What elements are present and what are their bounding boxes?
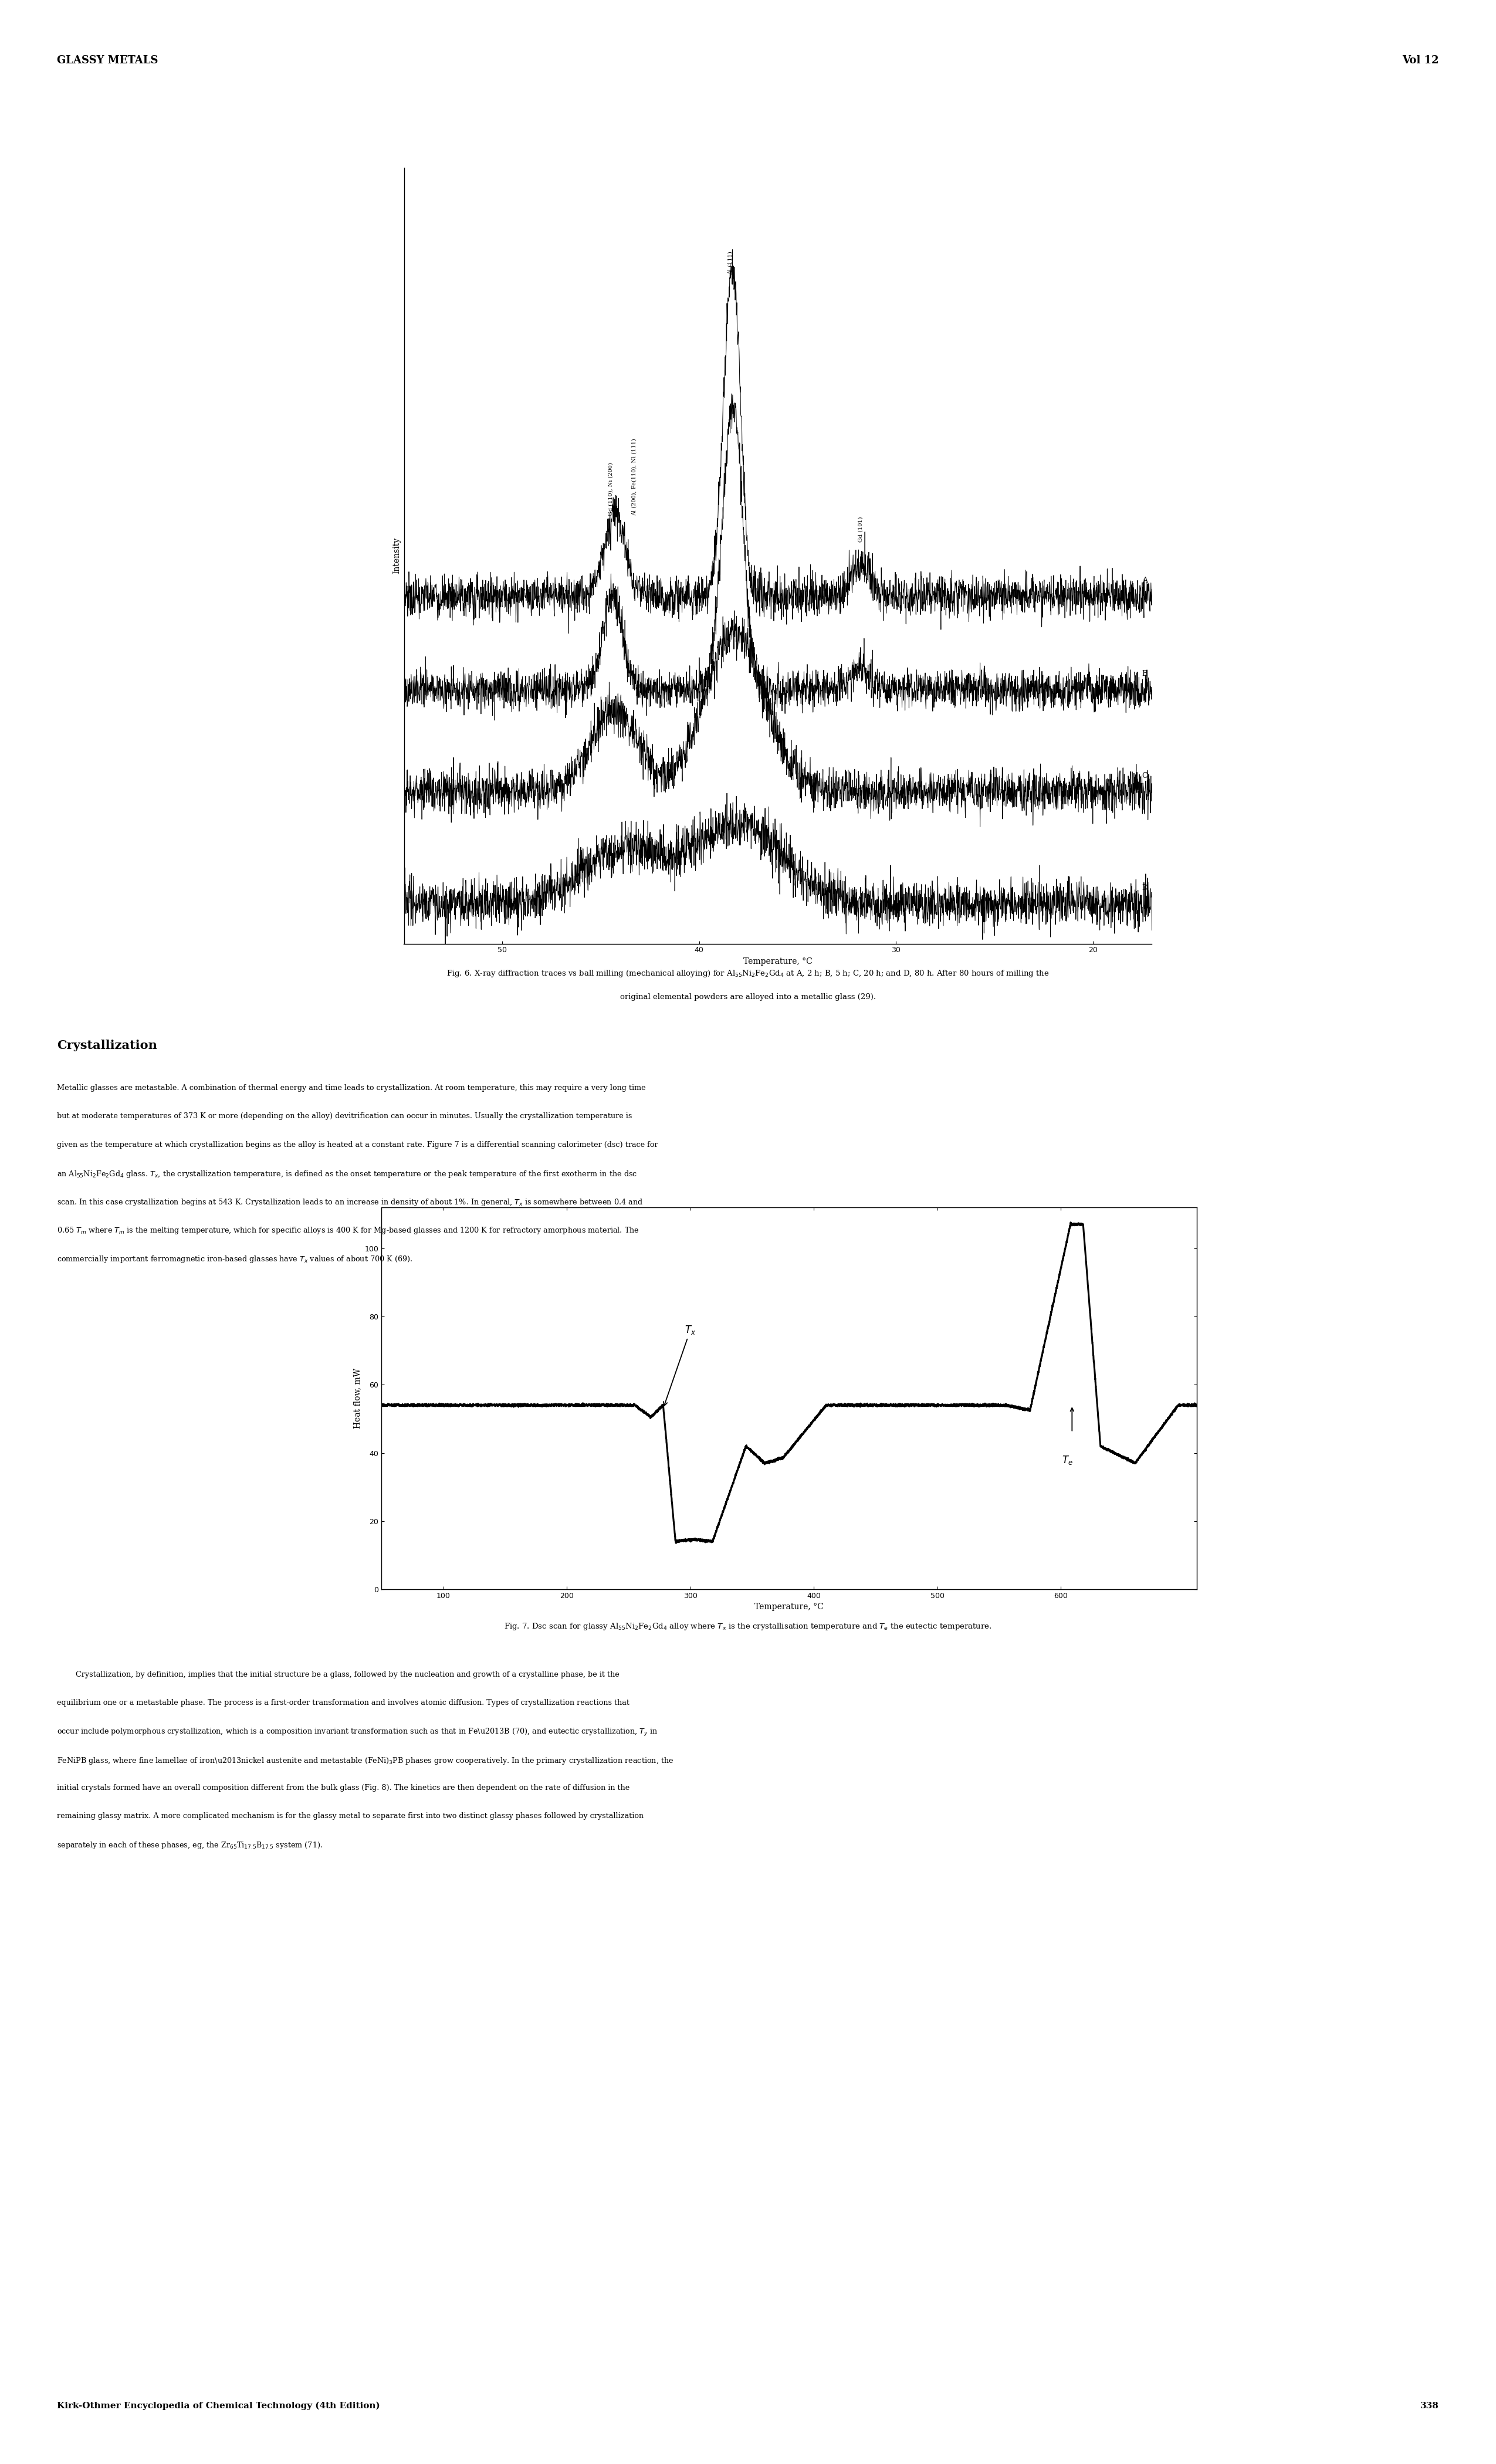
Text: Gd (101): Gd (101) [857, 517, 863, 542]
Text: initial crystals formed have an overall composition different from the bulk glas: initial crystals formed have an overall … [57, 1784, 630, 1791]
Text: equilibrium one or a metastable phase. The process is a first-order transformati: equilibrium one or a metastable phase. T… [57, 1700, 630, 1708]
X-axis label: Temperature, °C: Temperature, °C [744, 958, 812, 966]
Text: C: C [1141, 771, 1147, 779]
Text: Crystallization, by definition, implies that the initial structure be a glass, f: Crystallization, by definition, implies … [57, 1671, 619, 1678]
Text: scan. In this case crystallization begins at 543 K. Crystallization leads to an : scan. In this case crystallization begin… [57, 1198, 643, 1207]
Text: GLASSY METALS: GLASSY METALS [57, 54, 159, 67]
Text: B: B [1141, 670, 1147, 678]
Y-axis label: Intensity: Intensity [392, 537, 401, 574]
Text: $T_x$: $T_x$ [664, 1323, 696, 1407]
Text: Crystallization: Crystallization [57, 1040, 157, 1052]
Text: $T_e$: $T_e$ [1062, 1454, 1073, 1466]
Text: separately in each of these phases, eg, the Zr$_{65}$Ti$_{17.5}$B$_{17.5}$ syste: separately in each of these phases, eg, … [57, 1841, 323, 1850]
Text: commercially important ferromagnetic iron-based glasses have $T_x$ values of abo: commercially important ferromagnetic iro… [57, 1254, 413, 1264]
Text: FeNiPB glass, where fine lamellae of iron\u2013nickel austenite and metastable (: FeNiPB glass, where fine lamellae of iro… [57, 1754, 673, 1767]
Y-axis label: Heat flow, mW: Heat flow, mW [353, 1368, 362, 1429]
Text: Metallic glasses are metastable. A combination of thermal energy and time leads : Metallic glasses are metastable. A combi… [57, 1084, 646, 1092]
Text: Gd (110), Ni (200): Gd (110), Ni (200) [607, 463, 613, 515]
Text: Kirk-Othmer Encyclopedia of Chemical Technology (4th Edition): Kirk-Othmer Encyclopedia of Chemical Tec… [57, 2402, 380, 2410]
Text: Vol 12: Vol 12 [1402, 54, 1439, 67]
Text: remaining glassy matrix. A more complicated mechanism is for the glassy metal to: remaining glassy matrix. A more complica… [57, 1814, 643, 1821]
Text: Al (200), Fe(110), Ni (111): Al (200), Fe(110), Ni (111) [631, 439, 637, 515]
Text: Fig. 6. X-ray diffraction traces vs ball milling (mechanical alloying) for Al$_{: Fig. 6. X-ray diffraction traces vs ball… [446, 968, 1050, 978]
Text: original elemental powders are alloyed into a metallic glass (29).: original elemental powders are alloyed i… [619, 993, 877, 1000]
Text: an Al$_{55}$Ni$_2$Fe$_2$Gd$_4$ glass. $T_x$, the crystallization temperature, is: an Al$_{55}$Ni$_2$Fe$_2$Gd$_4$ glass. $T… [57, 1168, 637, 1180]
Text: occur include polymorphous crystallization, which is a composition invariant tra: occur include polymorphous crystallizati… [57, 1727, 658, 1737]
Text: but at moderate temperatures of 373 K or more (depending on the alloy) devitrifi: but at moderate temperatures of 373 K or… [57, 1111, 631, 1121]
Text: D: D [1141, 885, 1147, 892]
Text: A: A [1141, 577, 1147, 584]
Text: 0.65 $T_m$ where $T_m$ is the melting temperature, which for specific alloys is : 0.65 $T_m$ where $T_m$ is the melting te… [57, 1225, 639, 1237]
Text: given as the temperature at which crystallization begins as the alloy is heated : given as the temperature at which crysta… [57, 1141, 658, 1148]
Text: Al (111): Al (111) [729, 251, 733, 274]
X-axis label: Temperature, °C: Temperature, °C [754, 1604, 824, 1611]
Text: 338: 338 [1420, 2402, 1439, 2410]
Text: Fig. 7. Dsc scan for glassy Al$_{55}$Ni$_2$Fe$_2$Gd$_4$ alloy where $T_x$ is the: Fig. 7. Dsc scan for glassy Al$_{55}$Ni$… [504, 1621, 992, 1631]
